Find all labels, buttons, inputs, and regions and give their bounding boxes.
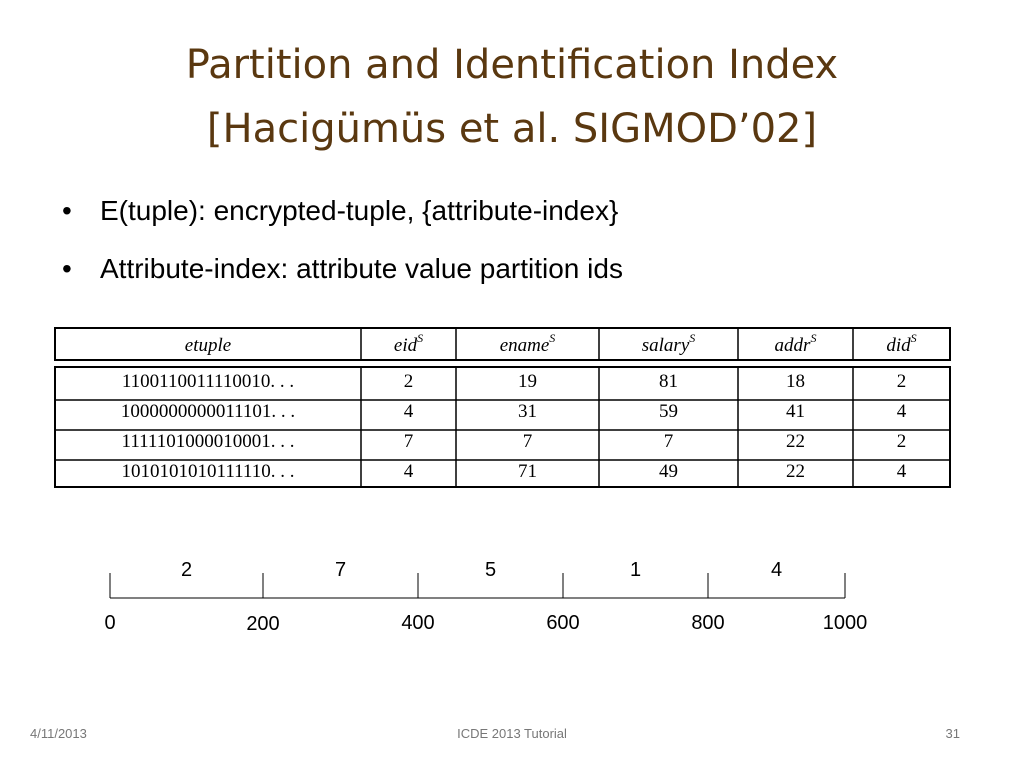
header-cell: salaryS [642,331,696,356]
table-cell: 4 [897,401,907,422]
footer-page: 31 [946,726,960,741]
body-box [54,366,951,488]
header-cell: enameS [500,331,556,356]
table-cell: 18 [786,371,805,392]
table-cell: 22 [786,431,805,452]
header-cell: eidS [394,331,423,356]
table-cell: 7 [523,431,533,452]
table-cell: 22 [786,461,805,482]
table-cell: 59 [659,401,678,422]
table-cell: 1111101000010001. . . [122,431,295,452]
table-cell: 1010101010111110. . . [122,461,295,482]
bound-label: 200 [246,613,279,635]
bound-label: 0 [104,612,115,634]
table-cell: 1100110011110010. . . [122,371,294,392]
title-line: [Hacigümüs et al. SIGMOD’02] [207,106,817,152]
header-name: did [886,335,911,356]
table-cell: 2 [897,431,907,452]
header-name: ename [500,335,550,356]
footer-event: ICDE 2013 Tutorial [457,726,567,741]
header-name: addr [775,335,812,356]
header-cell: addrS [775,331,817,356]
header-name: salary [642,335,690,356]
table-cell: 19 [518,371,537,392]
partition-id: 5 [485,559,496,581]
table-cell: 7 [664,431,674,452]
table-cell: 7 [404,431,414,452]
header-sup: S [810,331,816,345]
table-cell: 1000000000011101. . . [121,401,295,422]
table-cell: 41 [786,401,805,422]
header-cell: etuple [185,335,231,356]
bound-label: 600 [546,612,579,634]
table-cell: 4 [404,461,414,482]
table-cell: 2 [404,371,414,392]
bound-label: 400 [401,612,434,634]
partition-id: 2 [181,559,192,581]
table-cell: 81 [659,371,678,392]
partition-id: 4 [771,559,782,581]
partition-id: 7 [335,559,346,581]
footer-date: 4/11/2013 [30,726,87,741]
partition-id: 1 [630,559,641,581]
bound-label: 1000 [823,612,868,634]
table-cell: 4 [404,401,414,422]
header-name: eid [394,335,418,356]
table-cell: 4 [897,461,907,482]
bullet: Attribute-index: attribute value partiti… [100,253,623,284]
header-sup: S [417,331,423,345]
bullet-dot: • [62,253,72,284]
bound-label: 800 [691,612,724,634]
table-cell: 71 [518,461,537,482]
header-sup: S [689,331,695,345]
bullet: E(tuple): encrypted-tuple, {attribute-in… [100,195,618,226]
header-sup: S [911,331,917,345]
table-cell: 31 [518,401,537,422]
title-line: Partition and Identification Index [186,42,838,88]
header-sup: S [549,331,555,345]
header-name: etuple [185,335,231,356]
table-cell: 49 [659,461,678,482]
bullet-dot: • [62,195,72,226]
header-cell: didS [886,331,916,356]
header-box [54,327,951,361]
table-cell: 2 [897,371,907,392]
